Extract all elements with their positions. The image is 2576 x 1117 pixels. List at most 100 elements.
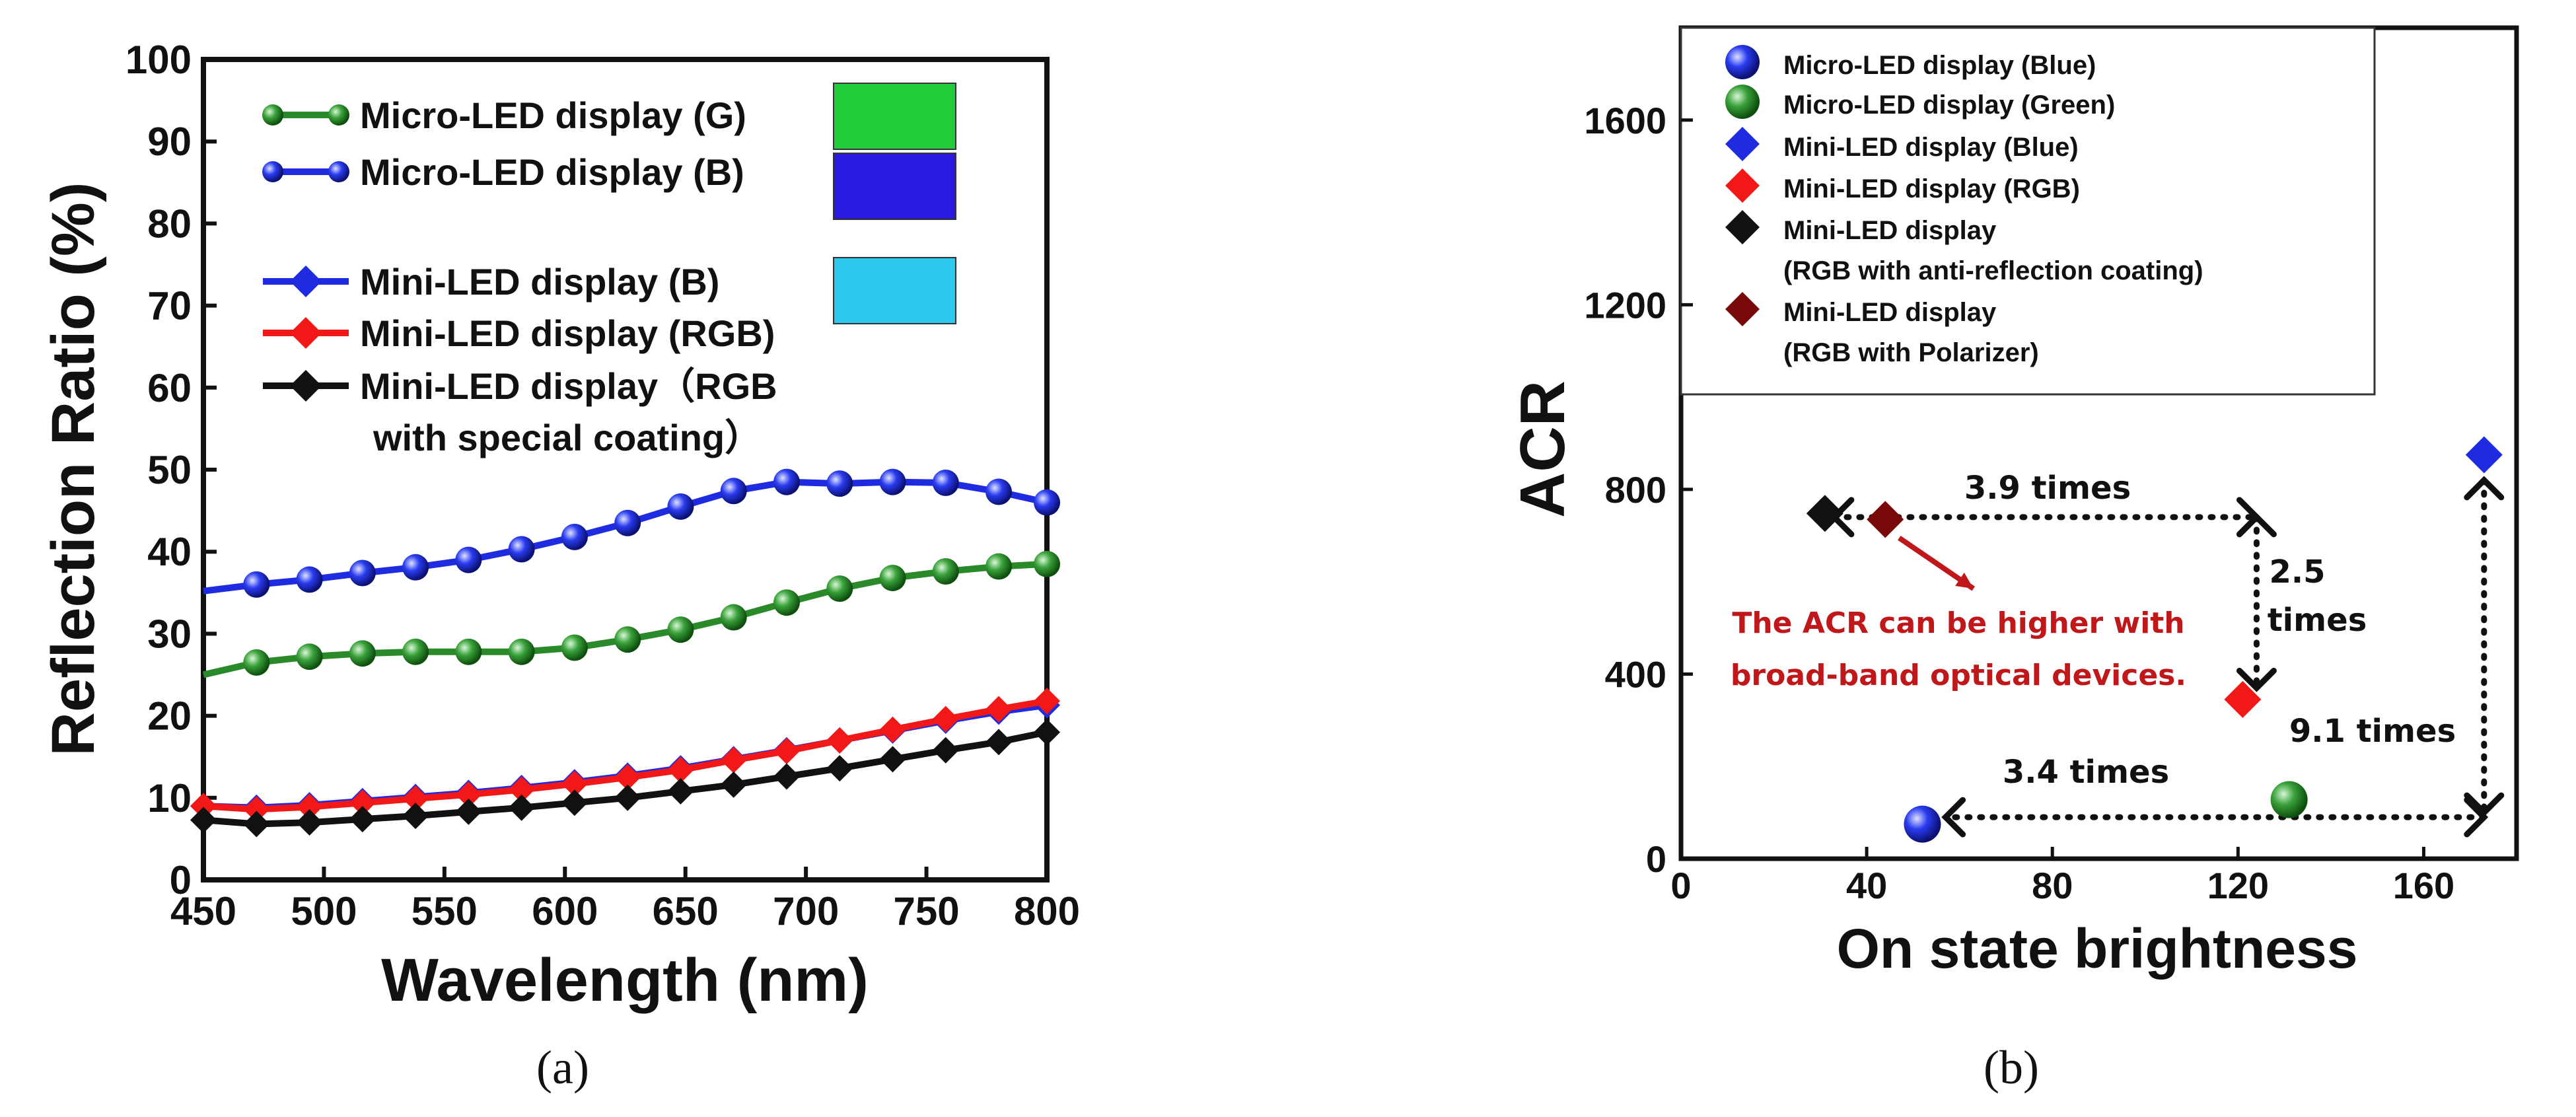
panel-label-b: (b) bbox=[1984, 1041, 2039, 1094]
data-point-4 bbox=[190, 807, 217, 834]
data-point-4 bbox=[879, 746, 906, 773]
annotation-3-9-times: 3.9 times bbox=[1964, 470, 2131, 507]
legend-label-b: (RGB with Polarizer) bbox=[1783, 338, 2039, 367]
data-point-0 bbox=[667, 616, 694, 643]
series-a bbox=[190, 468, 1060, 838]
y-tick-label-b: 1200 bbox=[1584, 284, 1666, 326]
data-point-3 bbox=[296, 793, 323, 820]
x-tick-label-b: 0 bbox=[1670, 865, 1691, 906]
legend-swatch-a bbox=[833, 257, 956, 324]
data-point-3 bbox=[508, 776, 535, 803]
points-b bbox=[1806, 436, 2503, 843]
arrow-head-b bbox=[2464, 792, 2505, 817]
legend-swatch-a bbox=[833, 83, 956, 150]
x-tick-label-a: 600 bbox=[532, 889, 598, 933]
data-point-3 bbox=[879, 716, 906, 743]
data-point-b bbox=[1867, 501, 1904, 538]
y-tick-label-b: 0 bbox=[1646, 838, 1666, 880]
x-tick-label-a: 800 bbox=[1014, 889, 1080, 933]
legend-marker-b bbox=[1725, 210, 1760, 244]
data-point-b bbox=[1904, 805, 1941, 843]
data-point-0 bbox=[932, 558, 959, 585]
y-tick-label-a: 100 bbox=[125, 38, 192, 82]
legend-label-a: Micro-LED display (B) bbox=[360, 151, 744, 193]
x-tick-label-b: 80 bbox=[2032, 865, 2073, 906]
data-point-4 bbox=[932, 737, 959, 764]
data-point-3 bbox=[402, 785, 429, 812]
legend-marker-a bbox=[290, 370, 322, 402]
y-tick-label-a: 10 bbox=[147, 776, 192, 820]
data-point-0 bbox=[402, 638, 429, 665]
x-tick-label-b: 160 bbox=[2393, 865, 2454, 906]
data-point-1 bbox=[455, 546, 482, 573]
data-point-3 bbox=[720, 746, 747, 774]
legend-marker-a bbox=[290, 317, 322, 349]
data-point-0 bbox=[826, 575, 853, 602]
panel-label-a: (a) bbox=[536, 1041, 589, 1094]
data-point-1 bbox=[667, 493, 694, 520]
data-point-1 bbox=[508, 536, 535, 563]
data-point-0 bbox=[349, 640, 376, 667]
chart-a: 450 500 550 600 650 700 750 800 0 10 20 30 40 50 60 70 8… bbox=[40, 38, 1080, 1094]
legend-label-b: Mini-LED display (Blue) bbox=[1783, 133, 2079, 162]
data-point-b bbox=[2465, 436, 2503, 474]
x-tick-label-a: 450 bbox=[170, 889, 236, 933]
data-point-0 bbox=[296, 643, 323, 670]
arrow-head-b bbox=[2236, 667, 2277, 692]
legend-marker-b bbox=[1725, 45, 1760, 79]
legend-marker-a bbox=[262, 161, 283, 182]
data-point-3 bbox=[243, 796, 270, 823]
data-point-4 bbox=[720, 771, 747, 798]
data-point-1 bbox=[243, 571, 270, 598]
legend-label-b: Micro-LED display (Green) bbox=[1783, 90, 2115, 120]
legend-label-b: Mini-LED display (RGB) bbox=[1783, 174, 2080, 203]
arrow-head-b bbox=[2464, 476, 2505, 501]
data-point-1 bbox=[826, 470, 853, 497]
data-point-b bbox=[2224, 680, 2262, 718]
data-point-1 bbox=[720, 478, 747, 505]
legend-box-b bbox=[1680, 26, 2376, 396]
x-tick-label-a: 550 bbox=[411, 889, 478, 933]
y-tick-label-a: 80 bbox=[147, 201, 192, 246]
data-point-0 bbox=[561, 634, 588, 661]
x-tick-label-b: 120 bbox=[2207, 865, 2269, 906]
arrow-head-b bbox=[2464, 797, 2489, 838]
data-point-1 bbox=[773, 468, 800, 495]
annotation-times: times bbox=[2268, 602, 2367, 639]
data-point-3 bbox=[667, 756, 694, 783]
data-point-4 bbox=[826, 755, 853, 782]
data-point-1 bbox=[985, 478, 1013, 505]
data-point-4 bbox=[455, 798, 482, 825]
data-point-0 bbox=[720, 604, 747, 631]
annotation-note-line2: broad-band optical devices. bbox=[1731, 659, 2186, 692]
arrow-head-b bbox=[1941, 797, 1966, 838]
y-tick-label-b: 1600 bbox=[1584, 100, 1666, 141]
y-tick-label-a: 50 bbox=[147, 448, 192, 492]
legend-marker-a bbox=[290, 266, 322, 297]
x-tick-label-b: 40 bbox=[1846, 865, 1887, 906]
data-point-1 bbox=[932, 469, 959, 496]
annotation-3-4-times: 3.4 times bbox=[2003, 754, 2169, 791]
data-point-0 bbox=[614, 626, 641, 653]
y-axis-label-a: Reflection Ratio (%) bbox=[40, 182, 107, 756]
y-tick-label-a: 0 bbox=[170, 858, 192, 902]
data-point-4 bbox=[296, 809, 323, 836]
data-point-4 bbox=[349, 806, 376, 833]
y-tick-label-b: 400 bbox=[1605, 653, 1666, 695]
data-point-0 bbox=[508, 638, 535, 665]
data-point-b bbox=[1806, 495, 1843, 532]
data-point-1 bbox=[1034, 489, 1060, 516]
legend-label-a: with special coating） bbox=[373, 417, 762, 458]
data-point-4 bbox=[773, 763, 800, 790]
legend-label-b: Micro-LED display (Blue) bbox=[1783, 51, 2096, 80]
y-axis-label-b: ACR bbox=[1507, 380, 1578, 518]
legend-swatch-a bbox=[833, 153, 956, 220]
red-arrow-head-b bbox=[1955, 572, 1974, 589]
data-point-0 bbox=[879, 564, 906, 591]
legend-marker-b bbox=[1725, 292, 1760, 326]
annotation-note-line1: The ACR can be higher with bbox=[1732, 606, 2184, 640]
data-point-0 bbox=[773, 589, 800, 616]
x-tick-label-a: 500 bbox=[291, 889, 357, 933]
